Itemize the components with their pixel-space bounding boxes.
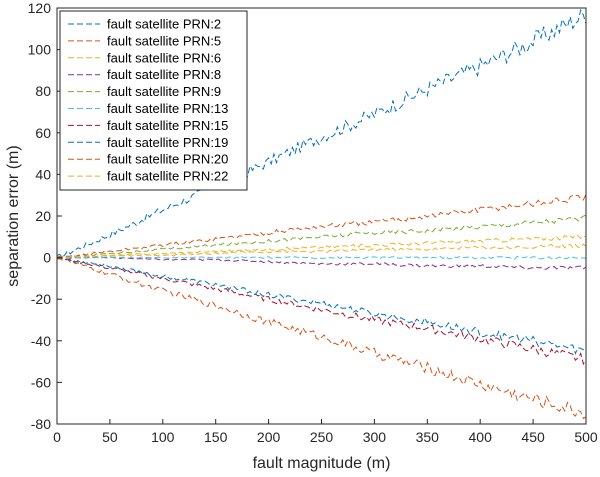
legend-label: fault satellite PRN:5 xyxy=(107,33,221,48)
legend-label: fault satellite PRN:8 xyxy=(107,67,221,82)
x-tick-label: 250 xyxy=(310,429,334,445)
legend-label: fault satellite PRN:2 xyxy=(107,17,221,32)
y-tick-label: 120 xyxy=(28,0,52,16)
series-line-fault-satellite-prn-22 xyxy=(56,243,587,259)
series-line-fault-satellite-prn-13 xyxy=(56,255,587,260)
series-layer xyxy=(56,8,587,420)
ticks-layer: 0 50 100 150 200 250 300 350 400 450 500-80-60-40-… xyxy=(28,0,598,445)
x-tick-label: 50 xyxy=(102,429,118,445)
series-line-fault-satellite-prn-19 xyxy=(56,257,587,355)
legend-label: fault satellite PRN:15 xyxy=(107,118,228,133)
legend-item[interactable]: fault satellite PRN:2 xyxy=(68,17,221,32)
y-tick-label: 100 xyxy=(28,42,52,58)
x-tick-label: 200 xyxy=(257,429,281,445)
legend-item[interactable]: fault satellite PRN:6 xyxy=(68,50,221,65)
legend-item[interactable]: fault satellite PRN:22 xyxy=(68,169,228,184)
y-axis-label: separation error (m) xyxy=(5,145,22,286)
y-tick-label: -80 xyxy=(31,416,51,432)
legend-item[interactable]: fault satellite PRN:8 xyxy=(68,67,221,82)
series-line-fault-satellite-prn-8 xyxy=(56,256,587,271)
legend-item[interactable]: fault satellite PRN:5 xyxy=(68,33,221,48)
series-line-fault-satellite-prn-5 xyxy=(56,258,587,420)
legend-label: fault satellite PRN:6 xyxy=(107,50,221,65)
x-tick-label: 150 xyxy=(204,429,228,445)
series-line-fault-satellite-prn-2 xyxy=(56,8,587,259)
x-tick-label: 350 xyxy=(416,429,440,445)
legend-label: fault satellite PRN:9 xyxy=(107,84,221,99)
legend-label: fault satellite PRN:22 xyxy=(107,169,228,184)
x-tick-label: 300 xyxy=(363,429,387,445)
y-tick-label: 60 xyxy=(35,125,51,141)
legend-label: fault satellite PRN:20 xyxy=(107,152,228,167)
legend-label: fault satellite PRN:13 xyxy=(107,101,228,116)
legend-item[interactable]: fault satellite PRN:20 xyxy=(68,152,228,167)
y-tick-label: -20 xyxy=(31,291,51,307)
y-tick-label: 20 xyxy=(35,208,51,224)
series-line-fault-satellite-prn-6 xyxy=(56,234,587,259)
legend-item[interactable]: fault satellite PRN:9 xyxy=(68,84,221,99)
x-tick-label: 100 xyxy=(151,429,175,445)
y-tick-label: -60 xyxy=(31,374,51,390)
y-tick-label: 80 xyxy=(35,83,51,99)
x-tick-label: 0 xyxy=(53,429,61,445)
x-tick-label: 400 xyxy=(469,429,493,445)
x-tick-label: 500 xyxy=(574,429,598,445)
legend-item[interactable]: fault satellite PRN:15 xyxy=(68,118,228,133)
series-line-fault-satellite-prn-9 xyxy=(56,214,587,259)
x-tick-label: 450 xyxy=(521,429,545,445)
y-tick-label: -40 xyxy=(31,333,51,349)
series-line-fault-satellite-prn-20 xyxy=(56,193,587,258)
x-axis-label: fault magnitude (m) xyxy=(253,455,391,472)
legend-item[interactable]: fault satellite PRN:19 xyxy=(68,135,228,150)
legend-label: fault satellite PRN:19 xyxy=(107,135,228,150)
series-line-fault-satellite-prn-15 xyxy=(56,256,587,366)
y-tick-label: 40 xyxy=(35,166,51,182)
legend-item[interactable]: fault satellite PRN:13 xyxy=(68,101,228,116)
y-tick-label: 0 xyxy=(43,250,51,266)
